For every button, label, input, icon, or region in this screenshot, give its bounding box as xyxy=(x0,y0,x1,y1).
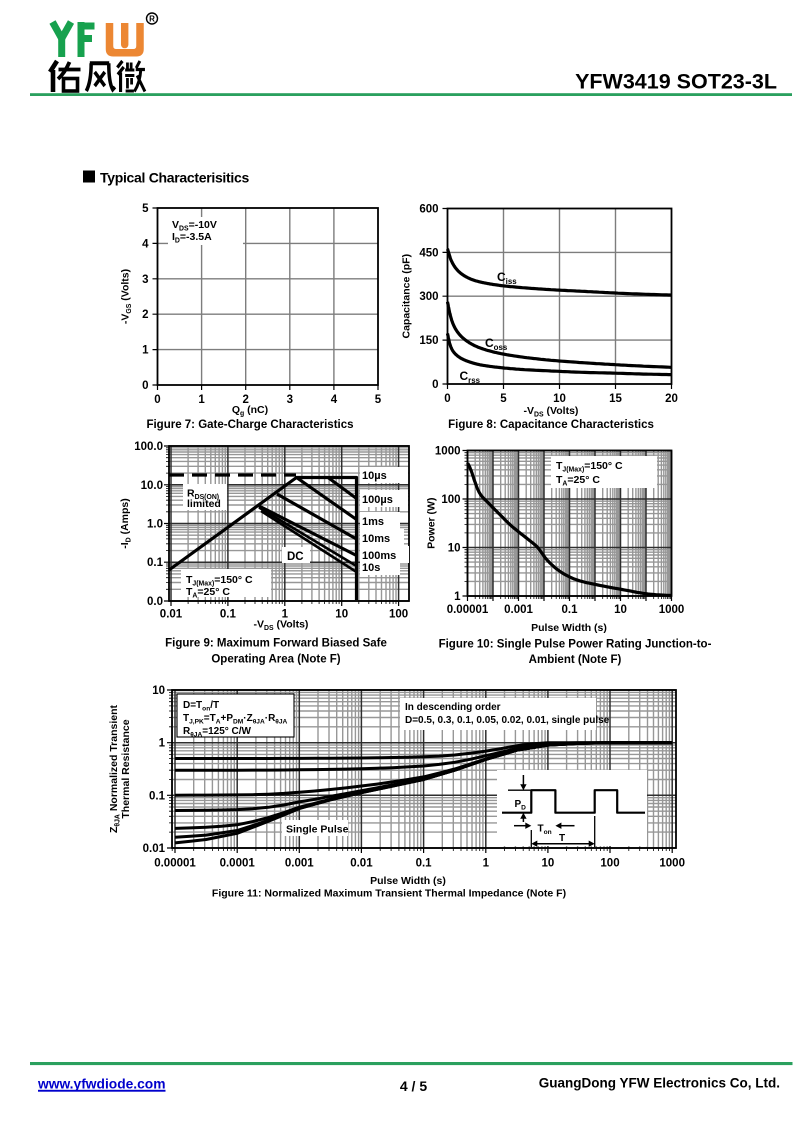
svg-text:1: 1 xyxy=(282,609,289,621)
svg-text:1000: 1000 xyxy=(435,446,461,458)
svg-text:-VDS​ (Volts): -VDS​ (Volts) xyxy=(524,405,579,418)
svg-text:100: 100 xyxy=(389,609,408,621)
svg-text:Power (W): Power (W) xyxy=(426,498,438,549)
svg-text:0: 0 xyxy=(444,393,450,405)
svg-text:-ID​ (Amps): -ID​ (Amps) xyxy=(119,498,132,549)
svg-text:0.1: 0.1 xyxy=(416,858,433,870)
svg-text:10: 10 xyxy=(335,609,348,621)
svg-text:10: 10 xyxy=(553,393,566,405)
svg-text:-VGS​ (Volts): -VGS​ (Volts) xyxy=(120,269,133,324)
svg-text:2: 2 xyxy=(242,394,248,406)
svg-text:1000: 1000 xyxy=(659,858,685,870)
svg-text:1.0: 1.0 xyxy=(147,519,163,531)
svg-text:20: 20 xyxy=(665,393,678,405)
svg-text:Figure 7: Gate-Charge Characte: Figure 7: Gate-Charge Characteristics xyxy=(146,419,353,431)
svg-text:Operating Area (Note F): Operating Area (Note F) xyxy=(211,654,340,666)
svg-text:www.yfwdiode.com: www.yfwdiode.com xyxy=(37,1077,166,1092)
svg-text:0: 0 xyxy=(154,394,160,406)
svg-text:Typical Characterisitics: Typical Characterisitics xyxy=(100,170,249,186)
svg-text:300: 300 xyxy=(419,291,438,303)
svg-text:Figure 8: Capacitance Characte: Figure 8: Capacitance Characteristics xyxy=(448,419,654,431)
svg-text:5: 5 xyxy=(142,203,149,215)
svg-text:Thermal Resistance: Thermal Resistance xyxy=(120,719,132,818)
svg-text:D=Ton​/T: D=Ton​/T xyxy=(183,700,219,712)
svg-text:1: 1 xyxy=(454,591,461,603)
svg-text:1: 1 xyxy=(483,858,490,870)
svg-text:10: 10 xyxy=(152,685,165,697)
svg-text:10s: 10s xyxy=(362,562,380,574)
svg-text:D=0.5, 0.3, 0.1, 0.05, 0.02, 0: D=0.5, 0.3, 0.1, 0.05, 0.02, 0.01, singl… xyxy=(405,715,610,726)
svg-text:0.0: 0.0 xyxy=(147,596,163,608)
svg-text:5: 5 xyxy=(500,393,507,405)
svg-text:10: 10 xyxy=(614,604,627,616)
svg-text:10: 10 xyxy=(448,543,461,555)
svg-text:-VDS​ (Volts): -VDS​ (Volts) xyxy=(254,619,309,632)
svg-text:150: 150 xyxy=(419,335,438,347)
svg-text:100: 100 xyxy=(441,494,460,506)
svg-text:100: 100 xyxy=(600,858,619,870)
svg-text:ZθJA​ Normalized Transient: ZθJA​ Normalized Transient xyxy=(108,704,121,833)
svg-text:limited: limited xyxy=(187,498,221,510)
svg-text:1: 1 xyxy=(198,394,205,406)
svg-text:1: 1 xyxy=(159,738,166,750)
svg-text:10ms: 10ms xyxy=(362,533,390,545)
svg-text:0.01: 0.01 xyxy=(143,843,166,855)
svg-text:0.00001: 0.00001 xyxy=(154,858,196,870)
svg-text:T: T xyxy=(559,833,565,844)
svg-text:Figure 11: Normalized Maximum: Figure 11: Normalized Maximum Transient … xyxy=(212,888,566,900)
svg-text:Single Pulse: Single Pulse xyxy=(286,824,349,836)
svg-text:ID​=-3.5A: ID​=-3.5A xyxy=(172,231,212,244)
svg-text:3: 3 xyxy=(287,394,293,406)
svg-text:TA​=25° C: TA​=25° C xyxy=(556,474,600,487)
svg-text:5: 5 xyxy=(375,394,382,406)
svg-text:0: 0 xyxy=(432,379,438,391)
svg-text:10.0: 10.0 xyxy=(141,480,163,492)
svg-text:1: 1 xyxy=(142,345,149,357)
svg-text:100.0: 100.0 xyxy=(134,441,163,453)
svg-text:0: 0 xyxy=(142,380,148,392)
svg-text:4 / 5: 4 / 5 xyxy=(400,1078,427,1094)
svg-text:0.1: 0.1 xyxy=(220,609,237,621)
svg-text:4: 4 xyxy=(142,238,149,250)
svg-text:Pulse Width (s): Pulse Width (s) xyxy=(370,875,446,887)
svg-text:15: 15 xyxy=(609,393,622,405)
svg-text:600: 600 xyxy=(419,204,438,216)
svg-text:Capacitance (pF): Capacitance (pF) xyxy=(401,254,413,339)
svg-text:0.00001: 0.00001 xyxy=(447,604,489,616)
svg-text:3: 3 xyxy=(142,274,148,286)
svg-text:PD​: PD​ xyxy=(515,799,527,811)
svg-text:10µs: 10µs xyxy=(362,470,387,482)
svg-text:450: 450 xyxy=(419,247,438,259)
svg-text:0.001: 0.001 xyxy=(285,858,314,870)
svg-text:0.1: 0.1 xyxy=(147,557,164,569)
svg-text:R: R xyxy=(149,15,155,24)
svg-text:YFW3419 SOT23-3L: YFW3419 SOT23-3L xyxy=(575,70,777,94)
svg-text:TA​=25° C: TA​=25° C xyxy=(186,586,230,599)
svg-text:2: 2 xyxy=(142,309,148,321)
svg-text:0.001: 0.001 xyxy=(504,604,533,616)
svg-text:Pulse Width (s): Pulse Width (s) xyxy=(531,622,607,634)
svg-text:0.1: 0.1 xyxy=(149,790,166,802)
svg-text:10: 10 xyxy=(542,858,555,870)
svg-text:GuangDong YFW Electronics Co,: GuangDong YFW Electronics Co, Ltd. xyxy=(539,1076,780,1091)
svg-text:0.01: 0.01 xyxy=(160,609,183,621)
svg-text:100µs: 100µs xyxy=(362,494,393,506)
svg-text:Figure 9: Maximum Forward Bias: Figure 9: Maximum Forward Biased Safe xyxy=(165,638,387,650)
svg-text:Figure 10: Single Pulse Power: Figure 10: Single Pulse Power Rating Jun… xyxy=(439,639,712,651)
svg-text:Ambient (Note F): Ambient (Note F) xyxy=(529,654,622,666)
svg-text:100ms: 100ms xyxy=(362,550,396,562)
svg-text:4: 4 xyxy=(331,394,338,406)
svg-text:Qg​ (nC): Qg​ (nC) xyxy=(232,404,268,417)
svg-text:0.0001: 0.0001 xyxy=(220,858,256,870)
svg-text:1ms: 1ms xyxy=(362,516,384,528)
svg-text:0.1: 0.1 xyxy=(562,604,579,616)
svg-text:In descending order: In descending order xyxy=(405,702,501,713)
svg-text:1000: 1000 xyxy=(659,604,685,616)
svg-text:0.01: 0.01 xyxy=(350,858,373,870)
svg-text:DC: DC xyxy=(287,551,304,563)
